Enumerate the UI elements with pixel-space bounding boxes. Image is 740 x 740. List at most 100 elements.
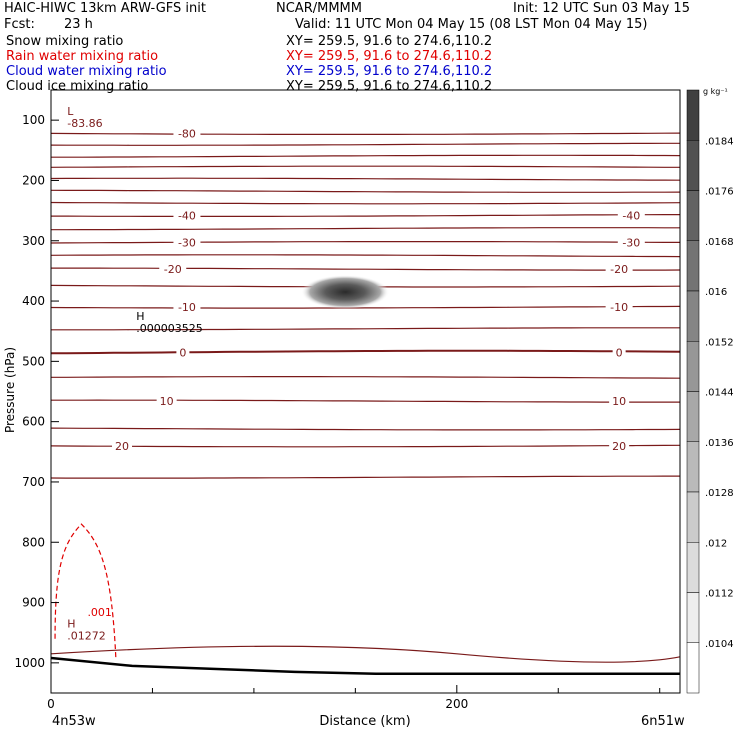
colorbar-label: .0104 xyxy=(705,639,734,650)
isotherm-label: 0 xyxy=(179,346,186,359)
isotherm-label: -40 xyxy=(178,209,196,222)
isotherm-line xyxy=(51,214,680,217)
right-endpoint-label: 6n51w xyxy=(641,714,685,729)
plot-frame xyxy=(50,89,681,694)
field-rain-xy: XY= 259.5, 91.6 to 274.6,110.2 xyxy=(286,49,493,64)
colorbar-label: .0168 xyxy=(705,237,734,248)
field-rain-label: Rain water mixing ratio xyxy=(6,49,159,64)
isotherm-line xyxy=(51,142,680,146)
forecast-hours: 23 h xyxy=(64,17,93,32)
y-tick-label: 100 xyxy=(22,113,45,127)
colorbar-label: .0112 xyxy=(705,589,734,600)
field-cloudwater-label: Cloud water mixing ratio xyxy=(6,64,167,79)
colorbar-swatch xyxy=(686,592,700,643)
rain-contour-label: .001 xyxy=(87,606,112,619)
y-tick-label: 400 xyxy=(22,294,45,308)
isotherm-label: 0 xyxy=(616,346,623,359)
isotherm-line xyxy=(51,165,680,168)
colorbar-swatch xyxy=(686,290,700,342)
label-background xyxy=(173,235,201,249)
y-tick-label: 600 xyxy=(22,415,45,429)
isotherm-line xyxy=(51,349,680,355)
isotherm-line xyxy=(51,132,680,135)
snow-mixing-ratio-blob xyxy=(301,275,390,310)
colorbar-swatch xyxy=(686,391,700,442)
label-background xyxy=(173,208,201,222)
isotherm-line xyxy=(51,444,680,448)
label-background xyxy=(612,345,626,359)
isotherm-label: -30 xyxy=(622,237,640,250)
isotherm-line xyxy=(51,399,680,403)
forecast-label: Fcst: xyxy=(4,17,35,32)
marker-value: -83.86 xyxy=(67,117,102,130)
label-background xyxy=(609,438,630,452)
colorbar-swatch xyxy=(686,140,700,191)
y-tick-label: 200 xyxy=(22,173,45,187)
label-background xyxy=(617,208,645,222)
isotherm-line xyxy=(51,305,680,309)
label-background xyxy=(617,235,645,249)
marker-value: .000003525 xyxy=(136,322,202,335)
left-endpoint-label: 4n53w xyxy=(52,714,96,729)
colorbar-swatch xyxy=(686,190,700,241)
marker-h: H xyxy=(136,310,144,323)
isotherm-label: 10 xyxy=(612,395,626,408)
label-background xyxy=(159,262,187,276)
isotherm-line xyxy=(51,189,680,193)
colorbar-label: .0184 xyxy=(705,136,734,147)
colorbar-unit: g kg⁻¹ xyxy=(703,87,728,96)
x-tick-label: 200 xyxy=(445,697,468,711)
isotherm-label: -20 xyxy=(164,263,182,276)
isotherm-label: -40 xyxy=(622,209,640,222)
init-time: Init: 12 UTC Sun 03 May 15 xyxy=(513,1,690,16)
isotherm-line xyxy=(51,227,680,231)
marker-l: L xyxy=(67,105,74,118)
isotherm-line xyxy=(51,427,680,431)
x-axis-label: Distance (km) xyxy=(319,714,410,729)
isotherm-line xyxy=(51,327,680,331)
colorbar-label: .0128 xyxy=(705,488,734,499)
isotherm-label: -80 xyxy=(178,127,196,140)
isotherm-line xyxy=(51,254,680,258)
y-tick-label: 900 xyxy=(22,596,45,610)
colorbar-swatch xyxy=(686,441,700,493)
valid-time: Valid: 11 UTC Mon 04 May 15 (08 LST Mon … xyxy=(295,17,648,32)
organization-label: NCAR/MMMM xyxy=(276,1,362,16)
isotherm-label: -10 xyxy=(610,301,628,314)
isotherm-line xyxy=(51,267,680,271)
rain-water-contour xyxy=(54,523,117,660)
colorbar-label: .016 xyxy=(705,287,727,298)
y-tick-label: 300 xyxy=(22,234,45,248)
label-background xyxy=(112,438,133,452)
y-tick-label: 1000 xyxy=(14,656,45,670)
label-background xyxy=(176,345,190,359)
label-background xyxy=(173,300,201,314)
isotherm-label: -10 xyxy=(178,301,196,314)
colorbar-swatch xyxy=(686,642,700,694)
isotherm-label: -20 xyxy=(610,263,628,276)
y-axis-label: Pressure (hPa) xyxy=(3,347,17,433)
label-background xyxy=(173,126,201,140)
label-background xyxy=(605,300,633,314)
isotherm-line xyxy=(51,376,680,379)
isotherm-label: 20 xyxy=(612,440,626,453)
isotherm-label: 10 xyxy=(160,395,174,408)
field-cloudwater-xy: XY= 259.5, 91.6 to 274.6,110.2 xyxy=(286,64,493,79)
terrain-surface-line xyxy=(51,656,680,675)
isotherm-line xyxy=(51,177,680,181)
label-background xyxy=(605,262,633,276)
y-tick-label: 700 xyxy=(22,475,45,489)
field-snow-xy: XY= 259.5, 91.6 to 274.6,110.2 xyxy=(286,34,493,49)
isotherm-label: 20 xyxy=(115,440,129,453)
colorbar-label: .0152 xyxy=(705,337,734,348)
colorbar-label: .0144 xyxy=(705,388,734,399)
colorbar-label: .012 xyxy=(705,538,727,549)
colorbar-swatch xyxy=(686,341,700,392)
colorbar-swatch xyxy=(686,542,700,593)
field-snow-label: Snow mixing ratio xyxy=(6,34,124,49)
isotherm-line xyxy=(51,475,680,479)
marker-value: .01272 xyxy=(67,630,106,643)
colorbar-swatch xyxy=(686,240,700,292)
model-title: HAIC-HIWC 13km ARW-GFS init xyxy=(4,1,206,16)
